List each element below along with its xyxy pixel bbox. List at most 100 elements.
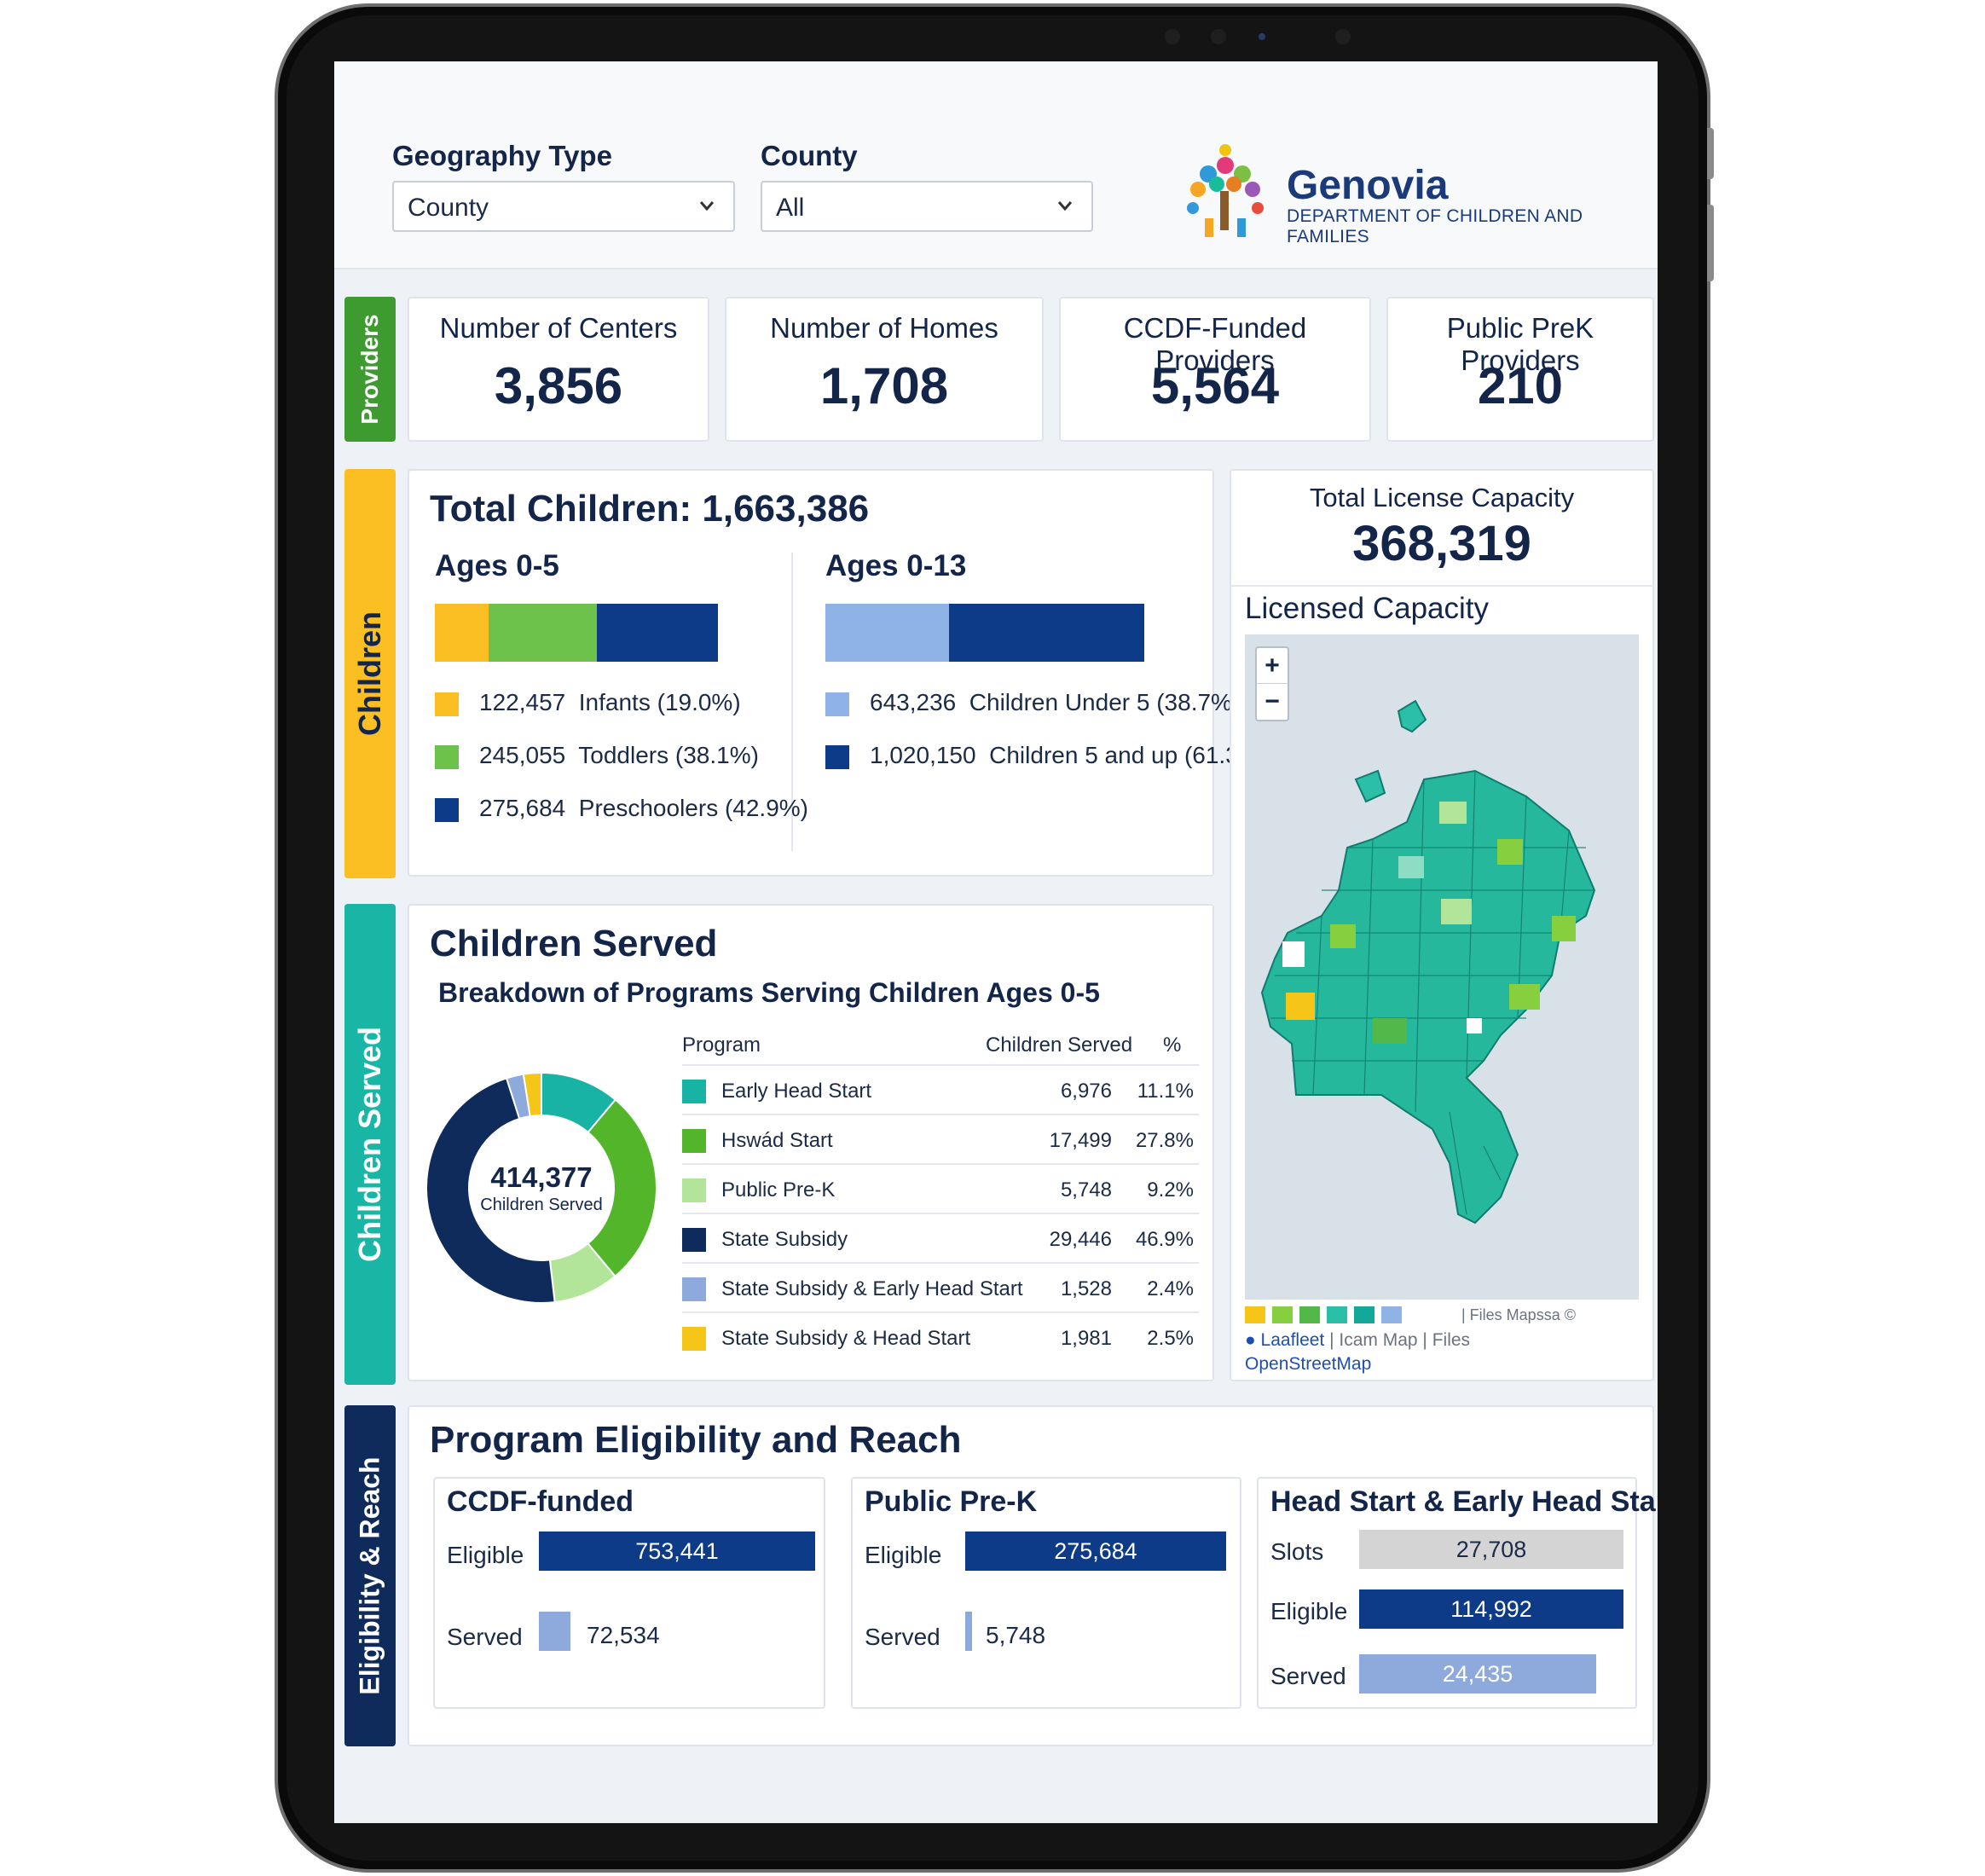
ccdf-eligible-bar: 753,441	[539, 1531, 815, 1571]
kpi-value: 3,856	[494, 357, 623, 414]
eligible-label: Eligible	[447, 1542, 524, 1568]
zoom-in-button[interactable]: +	[1257, 648, 1288, 684]
served-label: Served	[1270, 1663, 1346, 1689]
bar-segment-1	[948, 604, 1144, 662]
power-button	[1707, 205, 1714, 281]
camera-bar	[1165, 26, 1378, 48]
licensed-capacity-map[interactable]: + −	[1245, 634, 1639, 1300]
served-label: Served	[447, 1624, 523, 1650]
legend-swatch	[682, 1080, 706, 1103]
geography-type-value: County	[408, 194, 489, 222]
headstart-slots-bar: 27,708	[1359, 1530, 1623, 1569]
chevron-down-icon	[1057, 201, 1073, 211]
legend-swatch	[682, 1228, 706, 1252]
map-legend	[1245, 1306, 1402, 1325]
table-row: Hswád Start 17,499 27.8%	[682, 1114, 1199, 1163]
legend-swatch	[435, 798, 459, 822]
ages-0-13-heading: Ages 0-13	[825, 549, 967, 582]
headstart-eligible-bar: 114,992	[1359, 1589, 1623, 1629]
kpi-card-prek-providers: Public PreK Providers 210	[1386, 297, 1654, 442]
head-start-card: Head Start & Early Head Start Slots 27,7…	[1257, 1477, 1658, 1709]
ccdf-served-bar	[539, 1612, 571, 1651]
ccdf-title: CCDF-funded	[447, 1485, 634, 1518]
donut-slice-3	[425, 1077, 556, 1304]
tab-providers[interactable]: Providers	[344, 297, 396, 442]
legend-swatch	[825, 692, 849, 716]
openstreetmap-link[interactable]: OpenStreetMap	[1245, 1354, 1372, 1374]
total-children-title: Total Children: 1,663,386	[430, 488, 870, 530]
legend-swatch	[682, 1129, 706, 1153]
kpi-card-homes: Number of Homes 1,708	[725, 297, 1044, 442]
eligibility-title: Program Eligibility and Reach	[430, 1419, 962, 1461]
county-label: County	[761, 140, 858, 171]
col-program: Program	[682, 1034, 761, 1057]
kpi-label: CCDF-Funded Providers	[1123, 312, 1307, 376]
bar-segment-1	[489, 604, 597, 662]
donut-slice-5	[522, 1071, 542, 1118]
legend-swatch	[825, 745, 849, 769]
map-title: Licensed Capacity	[1245, 592, 1489, 625]
kpi-card-centers: Number of Centers 3,856	[408, 297, 709, 442]
legend-swatch	[1245, 1306, 1265, 1323]
zoom-control: + −	[1255, 646, 1289, 721]
county-value: All	[776, 194, 805, 222]
donut-slice-1	[587, 1098, 657, 1278]
donut-caption: Children Served	[480, 1196, 603, 1214]
ages-0-5-heading: Ages 0-5	[435, 549, 559, 582]
children-card: Total Children: 1,663,386 Ages 0-5 Ages …	[408, 469, 1268, 877]
geography-type-select[interactable]: County	[392, 181, 735, 232]
tab-children[interactable]: Children	[344, 469, 396, 878]
divider	[791, 553, 793, 851]
children-served-title: Children Served	[430, 923, 718, 964]
legend-swatch	[1272, 1306, 1293, 1323]
table-row: State Subsidy & Head Start 1,981 2.5%	[682, 1311, 1199, 1361]
bar-segment-2	[596, 604, 718, 662]
leaflet-link[interactable]: ● Laafleet	[1245, 1330, 1325, 1350]
kpi-value: 1,708	[819, 357, 949, 414]
tree-logo-icon	[1187, 144, 1264, 237]
county-map-svg	[1260, 699, 1596, 1225]
tab-children-served[interactable]: Children Served	[344, 904, 396, 1385]
public-prek-card: Public Pre-K Eligible 275,684 Served 5,7…	[851, 1477, 1241, 1709]
kpi-label: Number of Centers	[439, 312, 678, 344]
bar-segment-0	[825, 604, 949, 662]
legend-swatch	[682, 1178, 706, 1202]
children-served-subtitle: Breakdown of Programs Serving Children A…	[438, 977, 1100, 1008]
map-attribution-1: | Files Mapssa ©	[1461, 1306, 1576, 1323]
headstart-title: Head Start & Early Head Start	[1270, 1485, 1658, 1518]
chevron-down-icon	[699, 201, 715, 211]
dashboard-header: Geography Type County County All Genovia…	[334, 61, 1658, 269]
prek-eligible-bar: 275,684	[965, 1531, 1226, 1571]
table-row: State Subsidy & Early Head Start 1,528 2.4…	[682, 1262, 1199, 1311]
capacity-label: Total License Capacity	[1309, 483, 1575, 512]
zoom-out-button[interactable]: −	[1264, 687, 1280, 715]
table-row: State Subsidy 29,446 46.9%	[682, 1213, 1199, 1262]
kpi-label: Number of Homes	[770, 312, 998, 344]
bar-segment-0	[435, 604, 489, 662]
served-label: Served	[865, 1624, 940, 1650]
brand-subtitle: DEPARTMENT OF CHILDREN AND FAMILIES	[1287, 206, 1583, 246]
eligibility-card: Program Eligibility and Reach CCDF-funde…	[408, 1405, 1658, 1746]
eligible-label: Eligible	[865, 1542, 942, 1568]
prek-title: Public Pre-K	[865, 1485, 1038, 1518]
ccdf-funded-card: CCDF-funded Eligible 753,441 Served 72,5…	[433, 1477, 825, 1709]
ages-0-5-stacked-bar	[435, 604, 718, 662]
table-row: Early Head Start 6,976 11.1%	[682, 1064, 1199, 1114]
legend-swatch	[1327, 1306, 1347, 1323]
col-children-served: Children Served	[986, 1034, 1133, 1057]
county-select[interactable]: All	[761, 181, 1093, 232]
tab-eligibility-reach[interactable]: Eligibility & Reach	[344, 1405, 396, 1746]
prek-served-value: 5,748	[986, 1622, 1046, 1648]
table-row: Public Pre-K 5,748 9.2%	[682, 1163, 1199, 1213]
kpi-value: 210	[1477, 357, 1564, 414]
map-attribution-2: ● Laafleet | Icam Map | Files	[1245, 1330, 1471, 1350]
prek-served-bar	[965, 1612, 972, 1651]
capacity-card: Total License Capacity 368,319 Licensed …	[1230, 469, 1654, 1381]
eligible-label: Eligible	[1270, 1598, 1348, 1624]
capacity-value: 368,319	[1352, 516, 1531, 571]
headstart-served-bar: 24,435	[1359, 1654, 1596, 1694]
legend-swatch	[682, 1327, 706, 1351]
ages-0-13-stacked-bar	[825, 604, 1144, 662]
legend-swatch	[1354, 1306, 1374, 1323]
legend-swatch	[682, 1277, 706, 1301]
